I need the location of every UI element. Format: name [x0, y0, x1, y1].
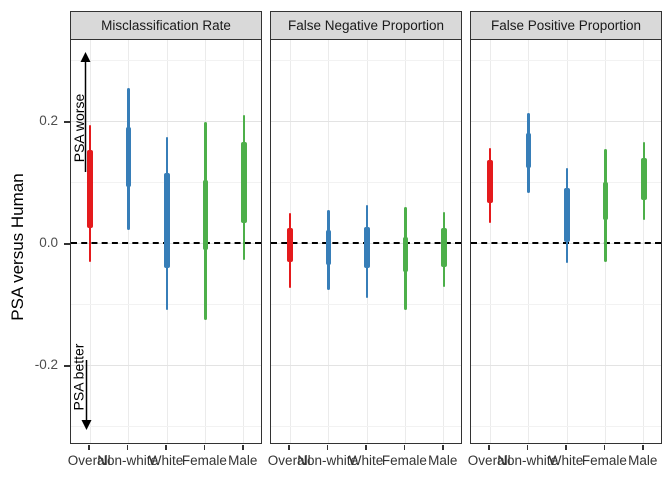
interval-inner-bar — [287, 227, 293, 262]
v-gridline — [528, 40, 530, 443]
interval-inner-bar — [525, 133, 532, 168]
x-tick-label: Male — [228, 453, 258, 468]
v-gridline — [489, 40, 491, 443]
h-gridline-minor — [471, 60, 661, 61]
x-tick-mark — [365, 445, 367, 450]
interval-inner-bar — [602, 182, 609, 220]
x-tick-label: Male — [428, 453, 458, 468]
x-tick-label: White — [548, 453, 584, 468]
y-tick-mark — [64, 243, 70, 245]
h-gridline-major — [271, 365, 461, 366]
x-tick-label: Overall — [267, 453, 311, 468]
h-gridline-minor — [71, 426, 261, 427]
interval-inner-bar — [441, 227, 447, 267]
h-gridline-major — [471, 365, 661, 366]
x-tick-mark — [603, 445, 606, 450]
v-gridline — [128, 40, 130, 443]
h-gridline-minor — [271, 304, 461, 305]
x-tick-label: Male — [628, 453, 658, 468]
x-tick-mark — [442, 445, 444, 450]
y-tick-mark — [64, 365, 70, 367]
x-tick-label: Overall — [467, 453, 511, 468]
facet-strip: Misclassification Rate — [70, 11, 262, 40]
x-tick-mark — [642, 445, 644, 450]
y-tick-mark — [64, 121, 70, 123]
y-tick-label: -0.2 — [34, 357, 58, 372]
facet-panel: False Negative Proportion Overall Non-whit… — [268, 11, 462, 468]
x-tick-label: White — [348, 453, 384, 468]
plot-area — [270, 40, 462, 444]
facet-strip-label: False Negative Proportion — [287, 18, 445, 33]
facet-strip: False Positive Proportion — [470, 11, 662, 40]
interval-inner-bar — [641, 158, 647, 201]
x-tick-mark — [488, 445, 490, 450]
x-tick-label: Female — [381, 453, 427, 468]
interval-inner-bar — [487, 160, 493, 203]
interval-inner-bar — [564, 188, 570, 242]
h-gridline-major — [471, 121, 661, 122]
interval-inner-bar — [364, 227, 370, 268]
x-tick-label: White — [148, 453, 184, 468]
x-tick-label: Non-white — [497, 453, 558, 468]
h-gridline-major — [71, 365, 261, 366]
interval-inner-bar — [87, 150, 93, 228]
interval-inner-bar — [325, 230, 332, 265]
x-tick-label: Overall — [67, 453, 111, 468]
x-tick-mark — [326, 445, 329, 450]
v-gridline — [643, 40, 645, 443]
x-tick-label: Non-white — [97, 453, 158, 468]
interval-inner-bar — [202, 180, 209, 250]
facet-panel: Misclassification Rate PSA worse PSA bette… — [68, 11, 262, 468]
x-tick-mark — [203, 445, 206, 450]
plot-area — [470, 40, 662, 444]
h-gridline-minor — [471, 304, 661, 305]
x-tick-mark — [288, 445, 290, 450]
facet-strip-label: False Positive Proportion — [490, 18, 642, 33]
interval-inner-bar — [402, 236, 409, 273]
x-tick-mark — [242, 445, 244, 450]
x-tick-mark — [165, 445, 167, 450]
interval-inner-bar — [164, 172, 170, 268]
facet-strip: False Negative Proportion — [270, 11, 462, 40]
facet-panel: False Positive Proportion Overall Non-whit… — [468, 11, 662, 468]
annotation-psa-worse: PSA worse — [71, 93, 88, 163]
h-gridline-minor — [271, 426, 461, 427]
x-tick-mark — [526, 445, 529, 450]
x-tick-mark — [88, 445, 90, 450]
x-tick-label: Female — [581, 453, 627, 468]
arrow-down-icon — [80, 360, 93, 435]
y-tick-label: 0.2 — [39, 113, 58, 128]
facet-strip-label: Misclassification Rate — [101, 18, 231, 33]
interval-inner-bar — [241, 141, 247, 223]
x-tick-label: Female — [181, 453, 227, 468]
x-tick-mark — [565, 445, 567, 450]
h-gridline-minor — [471, 426, 661, 427]
x-tick-mark — [403, 445, 406, 450]
h-gridline-major — [71, 121, 261, 122]
h-gridline-minor — [271, 182, 461, 183]
h-gridline-minor — [271, 60, 461, 61]
h-gridline-major — [271, 121, 461, 122]
arrow-up-icon — [79, 52, 92, 179]
y-tick-label: 0.0 — [39, 235, 58, 250]
interval-inner-bar — [125, 127, 132, 187]
h-gridline-minor — [71, 60, 261, 61]
annotation-psa-better: PSA better — [70, 343, 87, 411]
x-tick-mark — [126, 445, 129, 450]
x-tick-label: Non-white — [297, 453, 358, 468]
plot-area: PSA worse PSA better — [70, 40, 262, 444]
